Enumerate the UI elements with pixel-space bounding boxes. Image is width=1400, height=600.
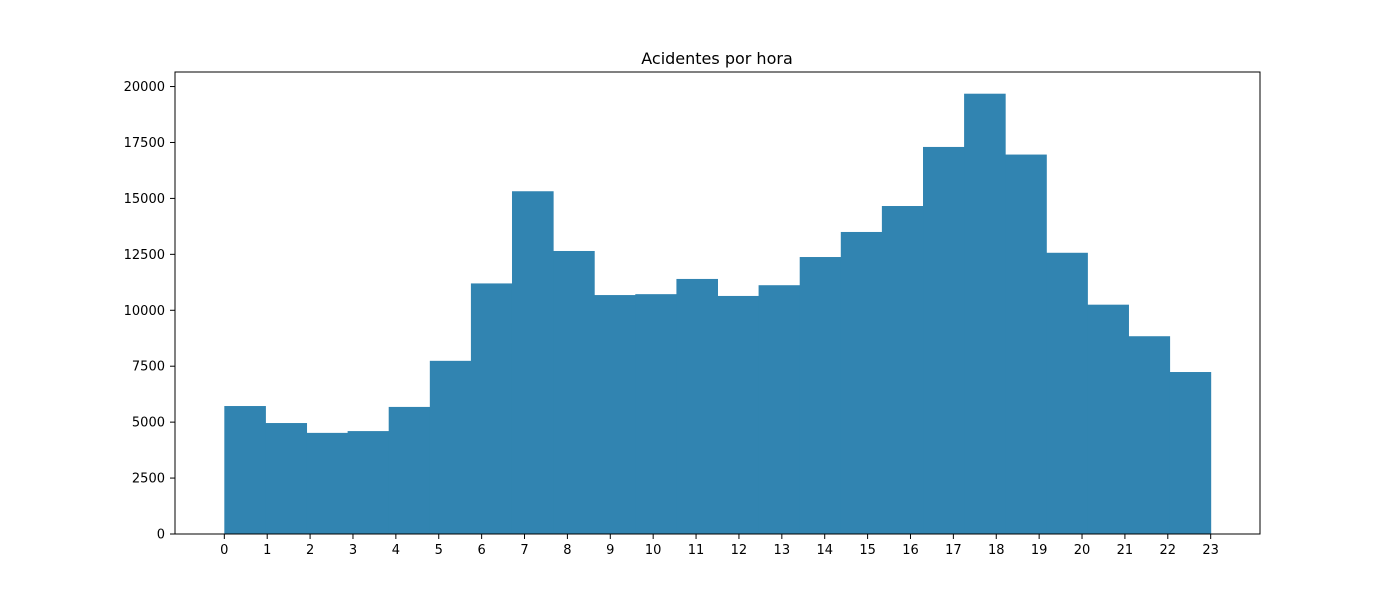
x-tick-label: 3 — [349, 543, 357, 558]
x-tick-label: 6 — [477, 543, 485, 558]
bar-7 — [511, 191, 554, 535]
y-tick-label: 2500 — [132, 472, 165, 487]
x-tick-label: 11 — [688, 543, 705, 558]
y-tick-label: 0 — [157, 528, 165, 543]
x-tick-label: 2 — [306, 543, 314, 558]
x-tick-label: 17 — [945, 543, 962, 558]
bar-21 — [1087, 304, 1129, 534]
x-tick-label: 0 — [220, 543, 228, 558]
x-tick-label: 4 — [392, 543, 400, 558]
bar-4 — [388, 406, 431, 534]
x-tick-label: 12 — [731, 543, 748, 558]
x-tick-label: 9 — [606, 543, 614, 558]
bar-8 — [553, 250, 595, 535]
bar-20 — [1046, 252, 1088, 534]
x-tick-label: 19 — [1031, 543, 1048, 558]
bar-11 — [676, 278, 718, 534]
x-axis: 0 1 2 3 4 5 6 7 8 9 10 11 12 13 14 15 16 17 18 19 20 21 22 23 — [220, 534, 1219, 558]
x-tick-label: 13 — [774, 543, 791, 558]
x-tick-label: 23 — [1202, 543, 1219, 558]
x-tick-label: 15 — [859, 543, 876, 558]
y-tick-label: 15000 — [124, 192, 165, 207]
bar-2 — [306, 432, 349, 534]
y-tick-label: 5000 — [132, 416, 165, 431]
bar-23 — [1169, 372, 1212, 534]
bar-14 — [799, 257, 842, 534]
bar-12 — [717, 295, 760, 534]
axes-frame — [174, 71, 1261, 535]
x-tick-label: 22 — [1160, 543, 1177, 558]
bar-17 — [923, 146, 965, 534]
x-tick-label: 14 — [816, 543, 833, 558]
y-tick-label: 10000 — [124, 304, 165, 319]
bar-22 — [1128, 336, 1171, 534]
x-tick-label: 16 — [902, 543, 919, 558]
x-tick-label: 20 — [1074, 543, 1091, 558]
x-tick-label: 1 — [263, 543, 271, 558]
bar-6 — [470, 283, 513, 534]
x-tick-label: 18 — [988, 543, 1005, 558]
y-tick-label: 7500 — [132, 360, 165, 375]
x-tick-label: 8 — [563, 543, 571, 558]
bar-19 — [1005, 154, 1047, 534]
bar-13 — [758, 285, 801, 534]
bar-0 — [224, 406, 266, 534]
x-tick-label: 10 — [645, 543, 662, 558]
bar-16 — [881, 206, 924, 535]
bar-1 — [265, 423, 308, 534]
bar-15 — [840, 231, 883, 534]
y-tick-label: 12500 — [124, 248, 165, 263]
x-tick-label: 5 — [435, 543, 443, 558]
bars-group — [224, 93, 1212, 535]
y-axis: 0 2500 5000 7500 10000 12500 15000 17500 20000 — [124, 80, 175, 543]
y-tick-label: 17500 — [124, 136, 165, 151]
bar-3 — [347, 431, 390, 534]
bar-18 — [964, 93, 1006, 535]
bar-5 — [429, 360, 472, 534]
x-tick-label: 21 — [1117, 543, 1134, 558]
y-tick-label: 20000 — [124, 80, 165, 95]
bar-10 — [635, 294, 677, 534]
x-tick-label: 7 — [520, 543, 528, 558]
chart-title: Acidentes por hora — [641, 49, 793, 68]
bar-9 — [594, 295, 636, 534]
